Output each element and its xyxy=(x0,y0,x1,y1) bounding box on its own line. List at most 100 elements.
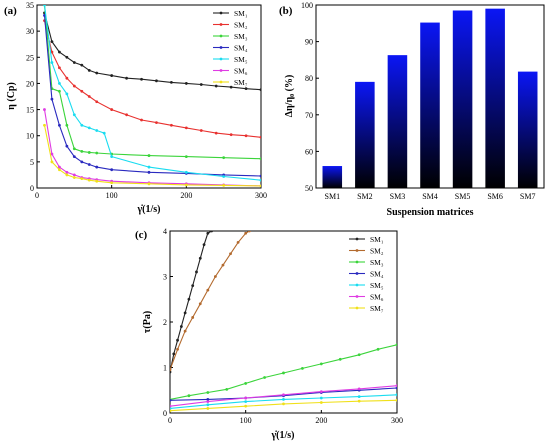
a-data-point xyxy=(184,82,188,85)
a-data-point xyxy=(43,108,46,111)
a-ytick-label: 30 xyxy=(26,27,34,36)
a-data-point xyxy=(58,50,61,54)
a-data-point xyxy=(65,55,69,59)
a-data-point xyxy=(259,174,261,178)
a-data-point xyxy=(110,155,114,159)
c-data-point xyxy=(202,243,206,247)
a-data-point xyxy=(222,183,226,187)
c-ytick-label: 4 xyxy=(163,227,167,236)
a-series-7 xyxy=(43,123,261,188)
chart-c-xlabel: γ̇(1/s) xyxy=(270,430,294,441)
a-data-point xyxy=(95,179,99,183)
a-legend-label: SM₃ xyxy=(234,32,248,41)
c-data-point xyxy=(170,370,172,374)
c-data-point xyxy=(319,396,323,400)
c-data-point xyxy=(248,231,251,233)
a-ytick-label: 10 xyxy=(26,132,34,141)
a-ytick-label: 15 xyxy=(26,106,34,115)
c-data-point xyxy=(170,398,172,402)
a-legend-label: SM₇ xyxy=(234,78,248,87)
a-data-point xyxy=(50,50,54,54)
a-ytick-label: 5 xyxy=(30,158,34,167)
a-data-point xyxy=(87,126,91,130)
c-data-point xyxy=(170,407,172,410)
c-xtick-label: 300 xyxy=(391,416,403,425)
a-data-point xyxy=(259,184,261,188)
a-data-point xyxy=(244,87,248,91)
a-data-point xyxy=(102,131,106,135)
c-data-point xyxy=(282,371,285,375)
a-data-point xyxy=(72,176,76,179)
a-series-line xyxy=(43,20,261,138)
c-data-point xyxy=(210,231,214,233)
c-legend-label: SM₇ xyxy=(370,304,384,313)
b-bar-sm6 xyxy=(485,8,505,188)
c-legend-marker xyxy=(355,272,359,275)
c-data-point xyxy=(170,368,172,372)
c-legend-marker xyxy=(355,249,359,252)
a-legend-marker xyxy=(219,46,223,49)
c-series-3 xyxy=(170,343,397,401)
a-data-point xyxy=(72,113,76,117)
c-data-point xyxy=(357,387,361,391)
chart-a-xlabel: γ̇(1/s) xyxy=(136,204,160,215)
a-data-point xyxy=(184,126,188,130)
a-series-1 xyxy=(43,11,261,92)
c-xtick-label: 100 xyxy=(240,416,252,425)
a-data-point xyxy=(229,85,233,89)
c-data-point xyxy=(376,347,380,351)
c-data-point xyxy=(206,288,210,292)
c-data-point xyxy=(357,395,361,399)
c-data-point xyxy=(206,397,210,401)
b-bar-sm2 xyxy=(355,81,375,188)
c-data-point xyxy=(191,316,195,319)
a-data-point xyxy=(80,177,84,180)
c-data-point xyxy=(282,393,285,397)
a-data-point xyxy=(72,155,76,159)
a-data-point xyxy=(95,129,99,132)
c-data-point xyxy=(179,325,183,328)
c-data-point xyxy=(170,404,172,408)
c-data-point xyxy=(195,270,198,274)
c-legend-label: SM₅ xyxy=(370,281,384,290)
a-data-point xyxy=(58,82,61,85)
a-series-3 xyxy=(43,5,261,161)
c-data-point xyxy=(221,263,225,267)
a-data-point xyxy=(87,95,91,98)
a-data-point xyxy=(87,68,91,72)
chart-c-ylabel: τ(Pa) xyxy=(142,311,153,333)
a-xtick-label: 200 xyxy=(180,191,192,200)
a-data-point xyxy=(50,40,54,43)
c-legend-label: SM₃ xyxy=(370,258,384,267)
b-xtick-label: SM5 xyxy=(455,192,471,201)
b-bar-sm4 xyxy=(420,22,440,189)
a-data-point xyxy=(110,181,114,185)
a-data-point xyxy=(259,157,261,161)
a-data-point xyxy=(65,123,69,127)
c-series-line xyxy=(170,231,250,370)
a-data-point xyxy=(140,118,143,122)
a-data-point xyxy=(222,175,226,178)
a-series-line xyxy=(43,109,261,187)
c-data-point xyxy=(357,399,361,403)
chart-b-xlabel: Suspension matrices xyxy=(387,207,474,218)
c-data-point xyxy=(244,231,248,235)
c-data-point xyxy=(357,353,361,357)
c-data-point xyxy=(206,231,210,235)
a-data-point xyxy=(87,163,91,166)
a-data-point xyxy=(50,61,54,64)
c-data-point xyxy=(244,404,248,408)
b-bar-sm7 xyxy=(517,71,538,188)
c-data-point xyxy=(214,275,217,278)
a-data-point xyxy=(147,165,151,169)
c-xtick-label: 200 xyxy=(315,416,327,425)
b-ytick-label: 70 xyxy=(305,111,313,120)
a-legend-marker xyxy=(219,34,223,38)
c-data-point xyxy=(176,347,179,351)
a-data-point xyxy=(214,84,218,88)
a-data-point xyxy=(58,89,61,93)
a-legend-marker xyxy=(219,57,223,61)
a-data-point xyxy=(95,151,99,155)
c-data-point xyxy=(206,403,210,407)
